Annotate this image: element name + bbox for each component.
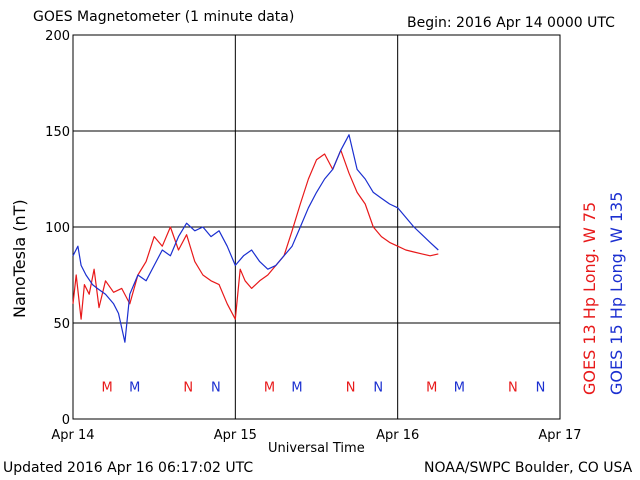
series-line-goes15 (72, 134, 439, 343)
orbit-marker-m: M (264, 380, 275, 395)
orbit-marker-n: N (183, 380, 193, 395)
orbit-marker-n: N (346, 380, 356, 395)
orbit-marker-m: M (291, 380, 302, 395)
y-tick-label: 150 (45, 125, 70, 140)
x-tick-label: Apr 16 (376, 428, 419, 443)
x-tick-label: Apr 15 (214, 428, 257, 443)
x-tick-label: Apr 17 (538, 428, 581, 443)
legend-goes15: GOES 15 Hp Long. W 135 (607, 191, 626, 395)
y-tick-label: 200 (45, 29, 70, 44)
y-axis-label: NanoTesla (nT) (10, 199, 29, 318)
orbit-marker-m: M (454, 380, 465, 395)
orbit-marker-m: M (101, 380, 112, 395)
chart-title: GOES Magnetometer (1 minute data) (33, 9, 295, 25)
y-tick-label: 50 (53, 317, 70, 332)
x-tick-label: Apr 14 (51, 428, 94, 443)
begin-time: Begin: 2016 Apr 14 0000 UTC (407, 15, 615, 31)
credit-text: NOAA/SWPC Boulder, CO USA (424, 460, 633, 476)
orbit-marker-m: M (426, 380, 437, 395)
orbit-marker-n: N (373, 380, 383, 395)
series-line-goes13 (72, 149, 439, 320)
legend-goes13: GOES 13 Hp Long. W 75 (580, 201, 599, 395)
updated-timestamp: Updated 2016 Apr 16 06:17:02 UTC (3, 460, 254, 476)
x-axis-label: Universal Time (268, 441, 365, 456)
orbit-marker-n: N (211, 380, 221, 395)
orbit-marker-m: M (129, 380, 140, 395)
orbit-marker-n: N (508, 380, 518, 395)
y-tick-label: 0 (62, 413, 70, 428)
y-tick-label: 100 (45, 221, 70, 236)
orbit-marker-n: N (536, 380, 546, 395)
